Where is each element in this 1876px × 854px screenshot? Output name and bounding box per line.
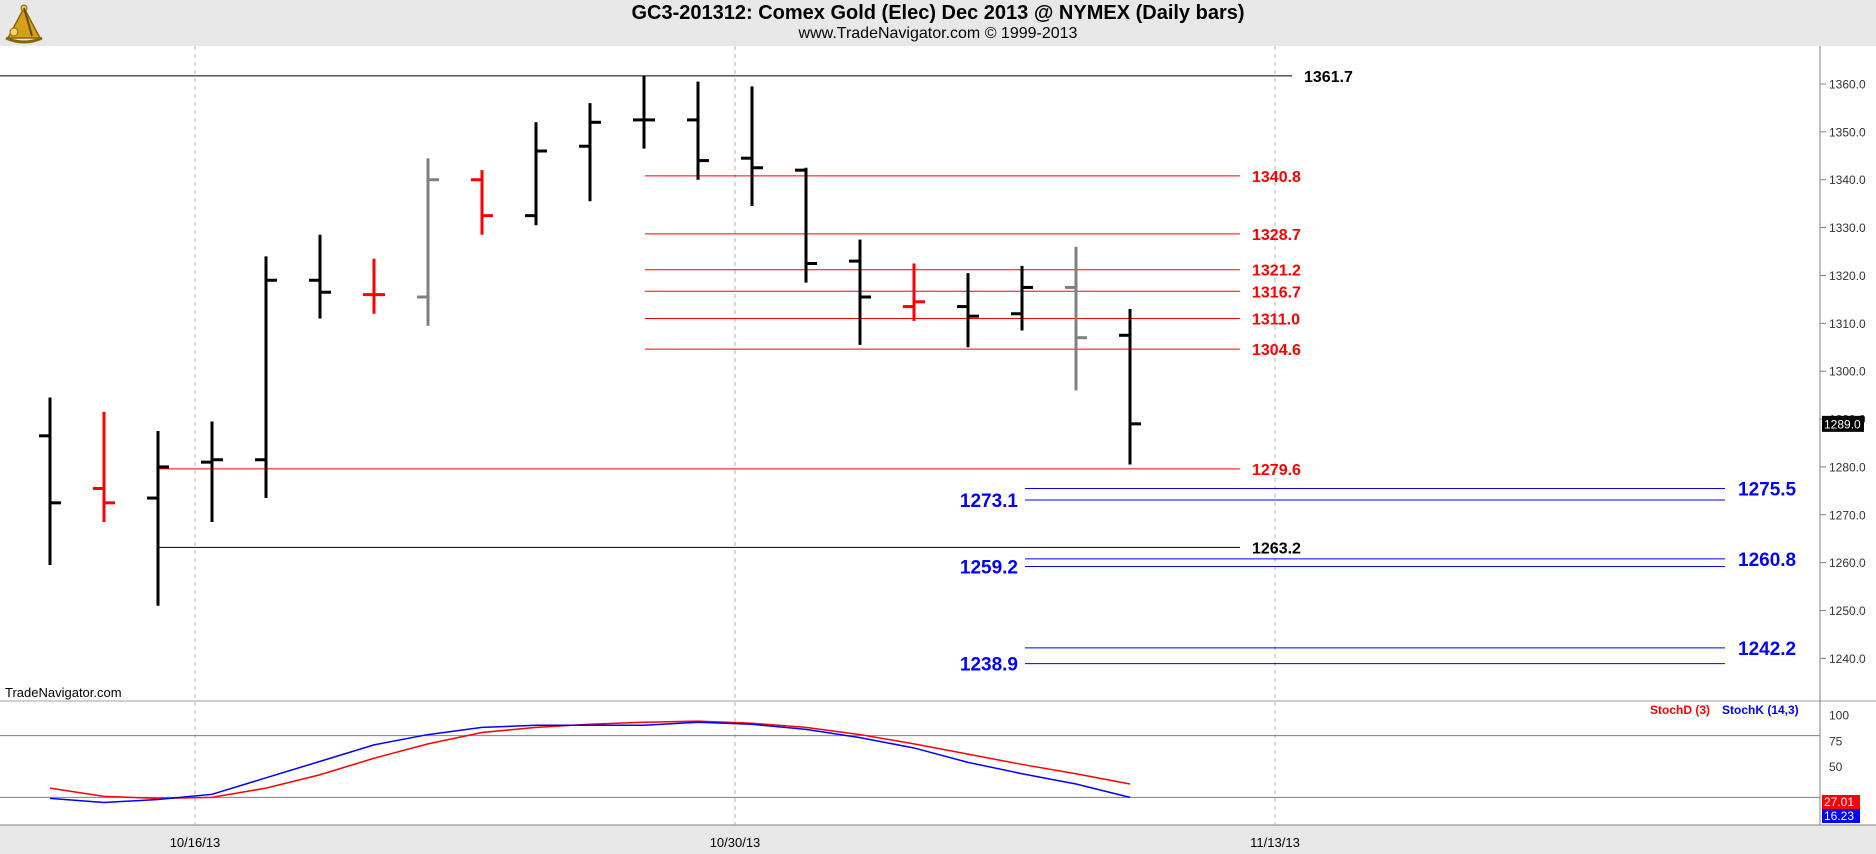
- stoch-line-stoch_d: [49, 720, 1131, 800]
- date-tick-label: 10/30/13: [710, 835, 761, 850]
- stoch-line-stoch_k: [49, 721, 1131, 804]
- stoch-tick-label: 50: [1829, 760, 1843, 774]
- level-label: 1361.7: [1304, 69, 1353, 86]
- ohlc-bar[interactable]: [39, 397, 61, 566]
- ohlc-bar[interactable]: [741, 86, 763, 207]
- projection-label-low: 1273.1: [960, 491, 1019, 512]
- ohlc-bar[interactable]: [93, 411, 115, 522]
- price-tick-label: 1310.0: [1829, 317, 1866, 331]
- stoch-legend-d: StochD (3): [1650, 703, 1710, 717]
- ohlc-bar[interactable]: [687, 81, 709, 180]
- chart-title: GC3-201312: Comex Gold (Elec) Dec 2013 @…: [631, 2, 1245, 24]
- ohlc-bar[interactable]: [1065, 246, 1087, 391]
- date-tick-label: 10/16/13: [170, 835, 221, 850]
- stoch-tick-label: 75: [1829, 734, 1843, 748]
- level-label: 1304.6: [1252, 342, 1301, 359]
- projection-label-high: 1260.8: [1738, 550, 1796, 571]
- watermark: TradeNavigator.com: [5, 685, 122, 700]
- price-tick-label: 1320.0: [1829, 269, 1866, 283]
- price-tick-label: 1300.0: [1829, 365, 1866, 379]
- price-tick-label: 1330.0: [1829, 221, 1866, 235]
- projection-label-high: 1242.2: [1738, 639, 1796, 660]
- last-price-label: 1289.0: [1824, 417, 1861, 431]
- last-price-tag: [1822, 415, 1864, 432]
- ohlc-bar[interactable]: [795, 167, 817, 283]
- ohlc-bar[interactable]: [525, 122, 547, 226]
- price-tick-label: 1340.0: [1829, 173, 1866, 187]
- chart-subtitle: www.TradeNavigator.com © 1999-2013: [798, 25, 1078, 42]
- ohlc-bar[interactable]: [147, 431, 169, 606]
- ohlc-bar[interactable]: [633, 75, 655, 149]
- level-label: 1316.7: [1252, 284, 1301, 301]
- price-tick-label: 1350.0: [1829, 125, 1866, 139]
- level-label: 1321.2: [1252, 263, 1301, 280]
- stoch-d-value: 27.01: [1824, 795, 1854, 809]
- price-tick-label: 1270.0: [1829, 508, 1866, 522]
- ohlc-bar[interactable]: [309, 234, 331, 319]
- projection-label-low: 1238.9: [960, 655, 1018, 676]
- ohlc-bar[interactable]: [417, 158, 439, 326]
- ohlc-bar[interactable]: [1011, 265, 1033, 331]
- stoch-tick-label: 100: [1829, 709, 1849, 723]
- price-tick-label: 1240.0: [1829, 652, 1866, 666]
- chart-header: GC3-201312: Comex Gold (Elec) Dec 2013 @…: [0, 0, 1876, 46]
- price-axis-panel: [1820, 46, 1876, 854]
- stoch-d-tag: [1822, 795, 1860, 809]
- ohlc-bar[interactable]: [471, 170, 493, 235]
- level-label: 1311.0: [1252, 312, 1300, 329]
- ohlc-bar[interactable]: [255, 256, 277, 499]
- level-label: 1279.6: [1252, 462, 1301, 479]
- ohlc-bar[interactable]: [849, 239, 871, 345]
- date-tick-label: 11/13/13: [1250, 835, 1300, 850]
- projection-label-low: 1259.2: [960, 557, 1018, 578]
- ohlc-bar[interactable]: [957, 273, 979, 348]
- projection-label-high: 1275.5: [1738, 479, 1797, 500]
- price-tick-label: 1250.0: [1829, 604, 1866, 618]
- stoch-k-value: 16.23: [1824, 809, 1854, 823]
- level-label: 1340.8: [1252, 169, 1301, 186]
- price-tick-label: 1360.0: [1829, 78, 1866, 92]
- price-tick-label: 1280.0: [1829, 460, 1866, 474]
- stoch-legend-k: StochK (14,3): [1722, 703, 1799, 717]
- ohlc-bar[interactable]: [1119, 308, 1141, 465]
- ohlc-bar[interactable]: [201, 421, 223, 522]
- ohlc-bar[interactable]: [363, 258, 385, 314]
- date-axis-panel: [0, 825, 1876, 854]
- price-panel: [0, 46, 1820, 700]
- price-tick-label: 1260.0: [1829, 556, 1866, 570]
- level-label: 1328.7: [1252, 227, 1301, 244]
- level-label: 1263.2: [1252, 540, 1301, 557]
- sextant-icon: [2, 2, 46, 44]
- ohlc-bar[interactable]: [579, 103, 601, 202]
- ohlc-bar[interactable]: [903, 263, 925, 321]
- stoch-k-tag: [1822, 809, 1860, 823]
